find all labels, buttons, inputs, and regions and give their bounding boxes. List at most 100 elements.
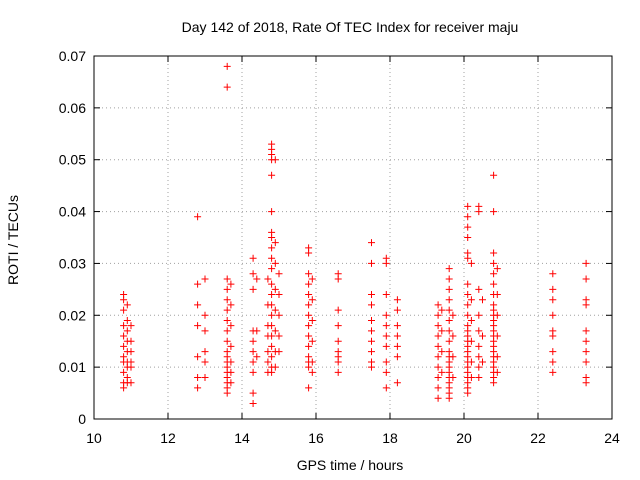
data-point [549,332,557,340]
data-point [493,368,501,376]
data-point [490,379,498,387]
data-point [227,368,235,376]
data-point [464,280,472,288]
data-point [308,275,316,283]
data-point [120,296,128,304]
data-point [120,384,128,392]
data-point [493,291,501,299]
data-point [382,342,390,350]
data-point [445,296,453,304]
data-point [268,291,276,299]
data-point [305,249,313,257]
data-point [253,327,261,335]
chart-title: Day 142 of 2018, Rate Of TEC Index for r… [182,19,519,35]
data-point [275,270,283,278]
plot-frame [93,55,613,420]
data-point [464,234,472,241]
data-point [582,327,590,335]
data-point [445,327,453,335]
grid-lines [94,56,612,419]
data-point [275,332,283,340]
data-point [223,389,231,397]
data-point [434,322,442,330]
data-point [201,275,209,283]
data-point [305,384,313,392]
data-point [582,348,590,356]
data-point [264,358,272,366]
data-point [249,270,257,278]
data-point [479,332,486,340]
data-point [227,301,235,309]
data-point [445,394,453,402]
data-point [382,322,390,330]
data-point [382,291,390,299]
data-point [223,296,231,304]
data-point [227,342,235,350]
data-point [268,234,276,241]
data-point [475,363,483,371]
data-points [120,62,590,407]
y-tick-label: 0.04 [59,204,86,220]
data-point [249,337,257,345]
x-axis-label: GPS time / hours [297,457,404,473]
data-point [223,62,231,70]
y-tick-label: 0 [78,411,86,427]
data-point [475,208,483,216]
data-point [438,306,446,314]
data-point [223,306,231,314]
data-point [123,316,131,324]
data-point [249,358,257,366]
data-point [549,285,557,293]
data-point [268,244,276,252]
data-point [490,270,498,278]
data-point [334,306,342,314]
x-tick-label: 14 [234,430,250,446]
data-point [368,301,375,309]
data-point [253,275,261,283]
data-point [393,332,401,340]
data-point [305,332,313,340]
data-point [223,316,231,324]
data-point [264,275,272,283]
data-point [334,275,342,283]
data-point [464,213,472,221]
data-point [475,327,483,335]
data-point [382,384,390,392]
data-point [249,285,257,293]
data-point [445,285,453,293]
data-point [434,394,442,402]
data-point [305,363,313,371]
data-point [393,296,401,304]
data-point [445,316,453,324]
data-point [227,280,235,288]
data-point [479,296,486,304]
data-point [582,379,590,387]
data-point [449,353,457,361]
data-point [479,358,486,366]
data-point [368,337,375,345]
data-point [268,368,276,376]
data-point [467,358,475,366]
data-point [549,270,557,278]
data-point [467,296,475,304]
data-point [271,156,279,164]
data-point [382,368,390,376]
data-point [582,337,590,345]
data-point [334,337,342,345]
data-point [271,285,279,293]
x-tick-label: 12 [160,430,176,446]
data-point [127,348,135,356]
data-point [120,342,128,350]
data-point [127,322,135,330]
data-point [308,368,316,376]
data-point [308,296,316,304]
data-point [194,384,202,392]
data-point [223,83,231,91]
data-point [275,291,283,299]
data-point [194,280,202,288]
data-point [493,332,501,340]
data-point [467,259,475,267]
data-point [120,322,128,330]
